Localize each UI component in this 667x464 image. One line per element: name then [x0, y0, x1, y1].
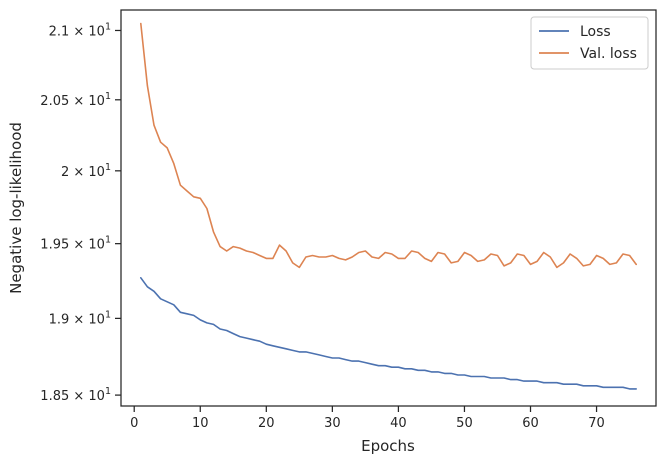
- series-layer: [140, 22, 638, 390]
- x-tick-label: 20: [258, 416, 275, 431]
- y-tick-mantissa: 2.05 × 10: [40, 94, 105, 109]
- y-tick-label: 1.95 × 101: [40, 235, 111, 253]
- y-axis-label: Negative log-likelihood: [7, 122, 25, 294]
- x-tick-label: 10: [192, 416, 209, 431]
- y-tick-mantissa: 1.85 × 10: [40, 389, 105, 404]
- y-tick-label: 2 × 101: [61, 162, 111, 180]
- y-tick-mantissa: 1.95 × 10: [40, 238, 105, 253]
- y-tick-mantissa: 2 × 10: [61, 165, 105, 180]
- x-tick-label: 70: [588, 416, 605, 431]
- series-line-val-loss: [140, 22, 638, 269]
- y-tick-exponent: 1: [105, 235, 111, 246]
- x-axis-label: Epochs: [361, 437, 415, 455]
- y-tick-mantissa: 1.9 × 10: [49, 312, 105, 327]
- series-line-loss: [140, 276, 638, 390]
- x-tick-label: 60: [522, 416, 539, 431]
- legend-box: [530, 16, 649, 70]
- x-tick-label: 50: [456, 416, 473, 431]
- y-tick-exponent: 1: [105, 386, 111, 397]
- x-tick-label: 0: [130, 416, 138, 431]
- y-tick-label: 2.1 × 101: [49, 21, 111, 39]
- plot-frame: [120, 9, 657, 407]
- legend: Loss Val. loss: [530, 16, 649, 70]
- x-tick-label: 40: [390, 416, 407, 431]
- y-tick-exponent: 1: [105, 91, 111, 102]
- legend-label: Val. loss: [580, 46, 637, 62]
- y-tick-exponent: 1: [105, 21, 111, 32]
- y-tick-exponent: 1: [105, 162, 111, 173]
- y-tick-label: 1.85 × 101: [40, 386, 111, 404]
- y-tick-mantissa: 2.1 × 10: [49, 24, 105, 39]
- legend-label: Loss: [580, 24, 611, 40]
- x-tick-label: 30: [324, 416, 341, 431]
- y-tick-label: 1.9 × 101: [49, 309, 111, 327]
- y-tick-exponent: 1: [105, 309, 111, 320]
- y-tick-label: 2.05 × 101: [40, 91, 111, 109]
